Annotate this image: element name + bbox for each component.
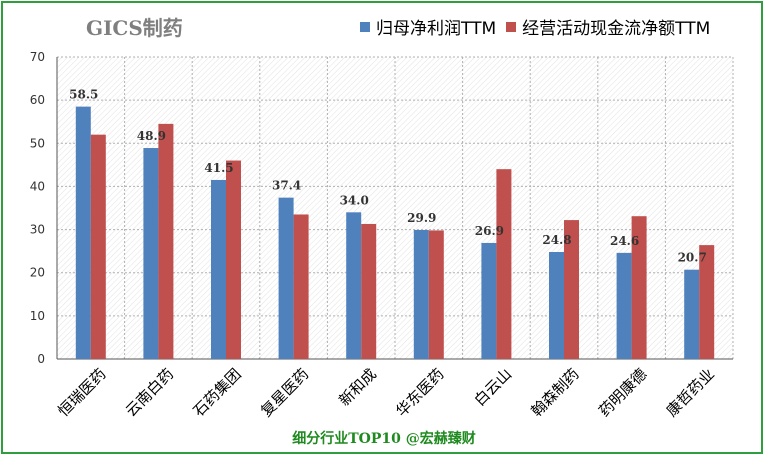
bar-net-profit <box>616 252 632 359</box>
category-label: 康哲药业 <box>663 365 718 420</box>
category-label: 复星医药 <box>257 365 312 420</box>
legend-label-net-profit: 归母净利润TTM <box>376 19 497 39</box>
legend-swatch-net-profit <box>360 21 370 32</box>
y-tick-label: 40 <box>30 179 45 193</box>
bar-cash-flow <box>226 160 241 359</box>
legend-item-cash-flow: 经营活动现金流净额TTM <box>506 14 710 39</box>
bar-cash-flow <box>293 214 309 359</box>
category-label: 云南白药 <box>122 365 177 420</box>
data-label: 58.5 <box>69 88 98 102</box>
legend-label-cash-flow: 经营活动现金流净额TTM <box>522 19 711 39</box>
category-label: 白云山 <box>471 365 516 410</box>
data-label: 41.5 <box>204 161 233 175</box>
bar-net-profit <box>684 269 700 359</box>
data-label: 24.6 <box>610 234 639 248</box>
legend-swatch-cash-flow <box>506 21 517 32</box>
y-tick-label: 50 <box>30 136 45 150</box>
data-label: 20.7 <box>678 251 707 265</box>
bar-cash-flow <box>90 134 106 359</box>
y-tick-label: 10 <box>30 309 45 323</box>
bar-cash-flow <box>361 223 377 359</box>
bar-net-profit <box>143 148 159 359</box>
bar-cash-flow <box>158 123 174 359</box>
category-label: 恒瑞医药 <box>54 365 109 420</box>
y-tick-label: 0 <box>37 352 45 366</box>
bar-cash-flow <box>699 245 715 359</box>
legend: 归母净利润TTM 经营活动现金流净额TTM <box>360 14 720 39</box>
y-tick-label: 20 <box>30 266 45 280</box>
chart-title: GICS制药 <box>86 16 183 40</box>
data-label: 24.8 <box>542 233 571 247</box>
bar-net-profit <box>278 197 294 359</box>
bar-net-profit <box>549 252 564 359</box>
data-label: 48.9 <box>137 129 166 143</box>
data-label: 34.0 <box>340 193 369 207</box>
bar-cash-flow <box>496 169 512 359</box>
legend-item-net-profit: 归母净利润TTM <box>360 14 496 39</box>
data-label: 37.4 <box>272 179 301 193</box>
y-tick-label: 60 <box>30 93 45 107</box>
bar-net-profit <box>75 106 91 359</box>
bar-net-profit <box>211 179 226 359</box>
data-label: 29.9 <box>407 211 436 225</box>
category-label: 翰森制药 <box>528 365 583 420</box>
footer-caption: 细分行业TOP10 @宏赫臻财 <box>292 431 476 447</box>
category-label: 新和成 <box>335 365 380 410</box>
y-tick-label: 70 <box>30 50 45 64</box>
y-tick-label: 30 <box>30 223 45 237</box>
data-label: 26.9 <box>475 224 504 238</box>
bar-cash-flow <box>428 230 444 359</box>
bar-cash-flow <box>631 216 647 359</box>
bar-net-profit <box>346 212 362 359</box>
bar-cash-flow <box>564 220 579 359</box>
bar-net-profit <box>481 242 497 359</box>
category-label: 华东医药 <box>392 365 447 420</box>
category-label: 药明康德 <box>595 365 650 420</box>
category-label: 石药集团 <box>190 365 245 420</box>
bar-net-profit <box>413 230 429 359</box>
